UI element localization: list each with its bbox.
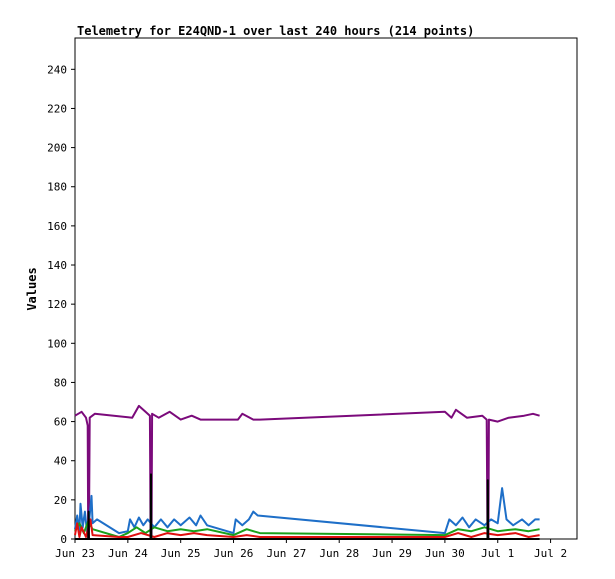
x-tick-label: Jun 24 (108, 547, 148, 560)
y-tick-label: 100 (47, 337, 67, 350)
y-tick-label: 0 (60, 533, 67, 546)
y-axis-label: Values (25, 267, 39, 310)
y-tick-label: 120 (47, 298, 67, 311)
plot-area (74, 37, 578, 540)
x-tick-label: Jul 1 (481, 547, 514, 560)
x-tick-label: Jun 27 (266, 547, 306, 560)
x-tick-label: Jun 28 (319, 547, 359, 560)
y-tick-label: 180 (47, 181, 67, 194)
x-tick-label: Jul 2 (534, 547, 567, 560)
y-tick-label: 200 (47, 142, 67, 155)
x-tick-label: Jun 26 (214, 547, 254, 560)
series-line-2 (74, 487, 540, 535)
y-tick-label: 240 (47, 63, 67, 76)
x-tick-label: Jun 29 (372, 547, 412, 560)
y-tick-label: 160 (47, 220, 67, 233)
series-layer (74, 404, 540, 540)
y-tick-label: 140 (47, 259, 67, 272)
series-line-4 (74, 518, 540, 538)
x-axis: Jun 23 Jun 24 Jun 25 Jun 26 Jun 27 Jun 28 Jun … (55, 539, 567, 560)
y-tick-label: 20 (54, 494, 67, 507)
y-tick-label: 60 (54, 416, 67, 429)
y-axis: 0 20 40 60 80 100 120 140 160 180 200 220 240 (47, 63, 75, 546)
y-tick-label: 80 (54, 376, 67, 389)
x-tick-label: Jun 30 (425, 547, 465, 560)
series-line-5 (75, 473, 540, 540)
y-tick-label: 220 (47, 102, 67, 115)
y-tick-label: 40 (54, 455, 67, 468)
x-tick-label: Jun 23 (55, 547, 95, 560)
x-tick-label: Jun 25 (161, 547, 201, 560)
chart-title: Telemetry for E24QND-1 over last 240 hou… (77, 24, 474, 38)
